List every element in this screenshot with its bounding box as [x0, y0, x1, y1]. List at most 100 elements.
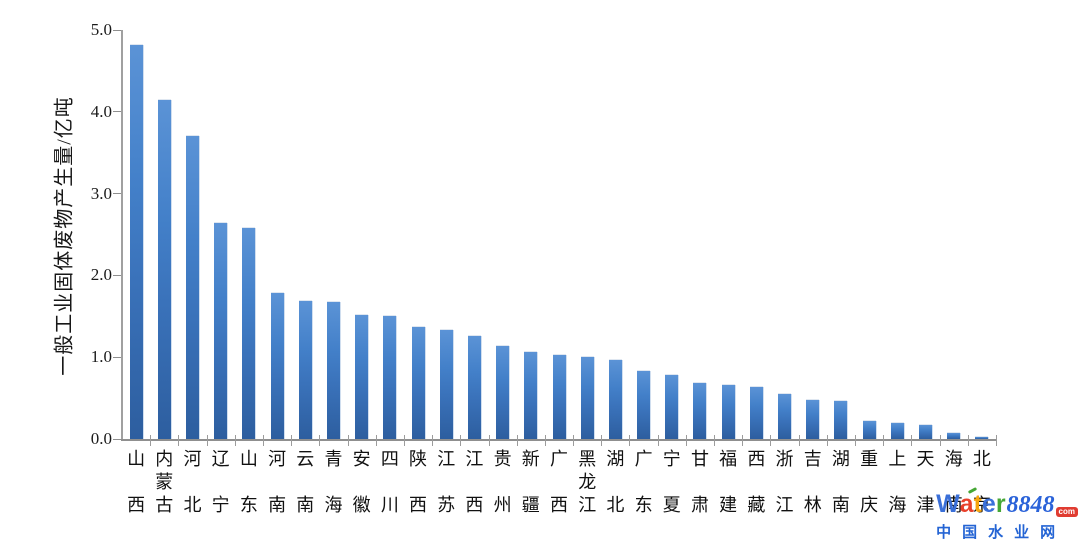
x-tick: [573, 435, 575, 446]
x-category-label: 湖南: [826, 450, 856, 514]
bar-2: [157, 100, 171, 439]
x-category-label-char: 林: [803, 495, 822, 515]
x-tick: [432, 435, 434, 446]
bar-16: [552, 354, 566, 439]
x-category-label-char: 北: [606, 495, 625, 515]
x-category-label-char: 龙: [578, 472, 597, 492]
watermark-letter: a: [960, 487, 977, 517]
x-category-label-char: 甘: [690, 449, 709, 469]
x-tick: [629, 435, 631, 446]
x-category-label: 宁夏: [657, 450, 687, 514]
y-tick-label: 3.0: [90, 183, 112, 203]
x-category-label-char: 浙: [775, 449, 794, 469]
x-category-label-char: 海: [888, 495, 907, 515]
y-axis-title: 一般工业固体废物产生量/亿吨: [53, 96, 76, 376]
x-category-label-char: 夏: [662, 495, 681, 515]
bar-30: [947, 433, 961, 439]
bar-19: [637, 371, 651, 439]
x-category-label-char: 西: [409, 495, 428, 515]
x-category-label-char: 贵: [493, 449, 512, 469]
x-tick: [967, 435, 969, 446]
x-category-label-char: 海: [324, 495, 343, 515]
x-category-label-char: 四: [380, 449, 399, 469]
x-category-label-char: 川: [380, 495, 399, 515]
x-category-label: 甘肃: [685, 450, 715, 514]
x-tick: [460, 435, 462, 446]
bar-5: [242, 227, 256, 439]
x-category-label-char: 吉: [803, 449, 822, 469]
x-category-label: 河北: [177, 450, 207, 514]
x-category-label-char: 江: [775, 495, 794, 515]
x-category-label-char: 内: [155, 449, 174, 469]
x-tick: [742, 435, 744, 446]
watermark-letter: t: [973, 490, 982, 518]
x-tick: [601, 435, 603, 446]
bar-26: [834, 400, 848, 439]
x-category-label: 湖北: [600, 450, 630, 514]
x-tick: [291, 435, 293, 446]
x-category-label: 广东: [629, 450, 659, 514]
x-category-label: 山西: [121, 450, 151, 514]
x-category-label-char: 藏: [747, 495, 766, 515]
x-category-label: 广西: [544, 450, 574, 514]
x-tick: [150, 435, 152, 446]
bar-11: [411, 326, 425, 439]
x-category-label: 四川: [375, 450, 405, 514]
x-category-label: 山东: [234, 450, 264, 514]
bar-18: [608, 359, 622, 439]
x-category-label-char: 山: [239, 449, 258, 469]
y-axis-line: [121, 30, 123, 440]
watermark-letter: W: [936, 490, 960, 518]
x-tick: [855, 435, 857, 446]
bar-9: [355, 315, 369, 439]
x-tick: [234, 435, 236, 446]
x-category-label-char: 河: [268, 449, 287, 469]
x-category-label: 云南: [290, 450, 320, 514]
x-category-label: 北京: [967, 450, 997, 514]
bar-24: [778, 394, 792, 439]
bar-10: [383, 316, 397, 439]
y-tick-label: 4.0: [90, 101, 112, 121]
x-category-label-char: 南: [268, 495, 287, 515]
x-category-label-char: 苏: [437, 495, 456, 515]
x-tick: [770, 435, 772, 446]
x-category-label: 浙江: [770, 450, 800, 514]
x-category-label-char: 新: [521, 449, 540, 469]
x-category-label-char: 宁: [662, 449, 681, 469]
x-tick: [657, 435, 659, 446]
x-tick: [544, 435, 546, 446]
x-category-label-char: 广: [634, 449, 653, 469]
x-category-label-char: 广: [550, 449, 568, 469]
x-category-label-char: 肃: [690, 495, 709, 515]
x-category-label: 新疆: [516, 450, 546, 514]
bar-20: [665, 375, 679, 439]
bar-8: [326, 302, 340, 439]
bar-4: [214, 223, 228, 439]
x-category-label: 安徽: [347, 450, 377, 514]
x-category-label-char: 疆: [521, 495, 540, 515]
y-tick: [113, 274, 121, 276]
x-tick: [685, 435, 687, 446]
x-category-label-char: 庆: [860, 495, 879, 515]
x-category-label: 陕西: [403, 450, 433, 514]
x-tick: [826, 435, 828, 446]
x-category-label-char: 建: [719, 495, 738, 515]
x-category-label: 河南: [262, 450, 292, 514]
x-category-label: 福建: [713, 450, 743, 514]
bar-27: [862, 421, 876, 439]
x-category-label-char: 西: [550, 495, 568, 515]
bar-21: [693, 382, 707, 439]
y-tick-label: 2.0: [90, 265, 112, 285]
bar-14: [496, 345, 510, 439]
x-category-label-char: 河: [183, 449, 202, 469]
x-tick: [883, 435, 885, 446]
x-category-label-char: 南: [944, 495, 963, 515]
x-category-label: 青海: [318, 450, 348, 514]
x-category-label-char: 西: [127, 495, 146, 515]
x-category-label-char: 京: [972, 495, 991, 515]
x-category-label: 西藏: [741, 450, 771, 514]
x-tick: [516, 435, 518, 446]
x-category-label-char: 江: [437, 449, 456, 469]
x-category-label: 海南: [939, 450, 969, 514]
